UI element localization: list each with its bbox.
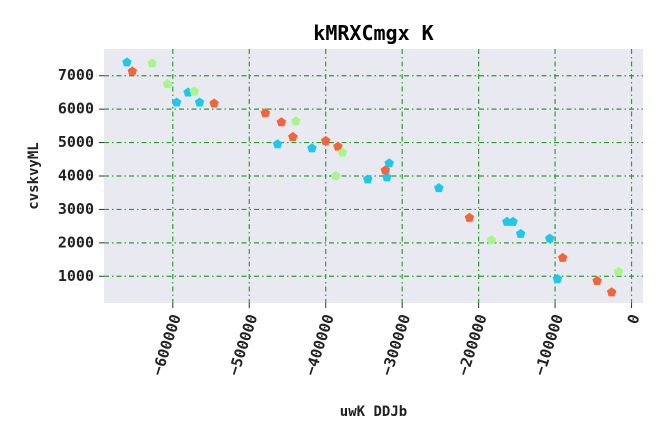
y-tick-label: 7000 — [58, 66, 94, 84]
data-point-series-3 — [147, 58, 157, 68]
data-point-series-1 — [502, 216, 512, 226]
data-point-series-2 — [209, 98, 219, 108]
data-point-series-2 — [592, 275, 602, 285]
data-point-series-3 — [486, 235, 497, 245]
data-point-series-3 — [291, 116, 301, 126]
data-point-series-1 — [272, 139, 283, 149]
data-points — [122, 57, 624, 297]
grid — [104, 49, 643, 303]
data-point-series-1 — [171, 97, 182, 107]
data-point-series-2 — [380, 165, 391, 175]
data-point-series-1 — [122, 57, 132, 67]
chart-title: kMRXCmgx K — [313, 21, 433, 45]
data-point-series-3 — [162, 79, 173, 89]
data-point-series-1 — [382, 172, 392, 182]
y-tick-label: 1000 — [58, 267, 94, 285]
data-point-series-2 — [557, 252, 568, 262]
data-point-series-2 — [276, 117, 287, 127]
data-point-series-2 — [288, 131, 298, 141]
data-point-series-1 — [307, 143, 317, 153]
data-point-series-3 — [613, 266, 624, 276]
data-point-series-2 — [127, 66, 138, 76]
data-point-series-1 — [508, 216, 518, 226]
data-point-series-1 — [194, 97, 205, 107]
data-point-series-3 — [337, 147, 348, 157]
y-tick-label: 2000 — [58, 233, 94, 251]
data-point-series-2 — [464, 212, 475, 222]
data-point-series-1 — [552, 273, 563, 283]
data-point-series-1 — [434, 183, 444, 193]
y-tick-label: 6000 — [58, 100, 94, 118]
y-tick-label: 3000 — [58, 200, 94, 218]
data-point-series-1 — [384, 158, 394, 168]
data-point-series-3 — [330, 171, 341, 181]
data-point-series-1 — [515, 228, 526, 238]
y-tick-label: 5000 — [58, 133, 94, 151]
data-point-series-1 — [544, 233, 555, 243]
data-point-series-2 — [320, 135, 331, 145]
data-point-series-2 — [606, 287, 617, 297]
y-tick-label: 4000 — [58, 167, 94, 185]
data-point-series-2 — [260, 108, 271, 118]
data-point-series-2 — [333, 141, 343, 151]
x-axis-label: uwK DDJb — [340, 404, 407, 420]
data-point-series-1 — [363, 174, 373, 184]
data-point-series-3 — [189, 86, 199, 96]
y-axis-label: cvskvyML — [26, 142, 42, 209]
